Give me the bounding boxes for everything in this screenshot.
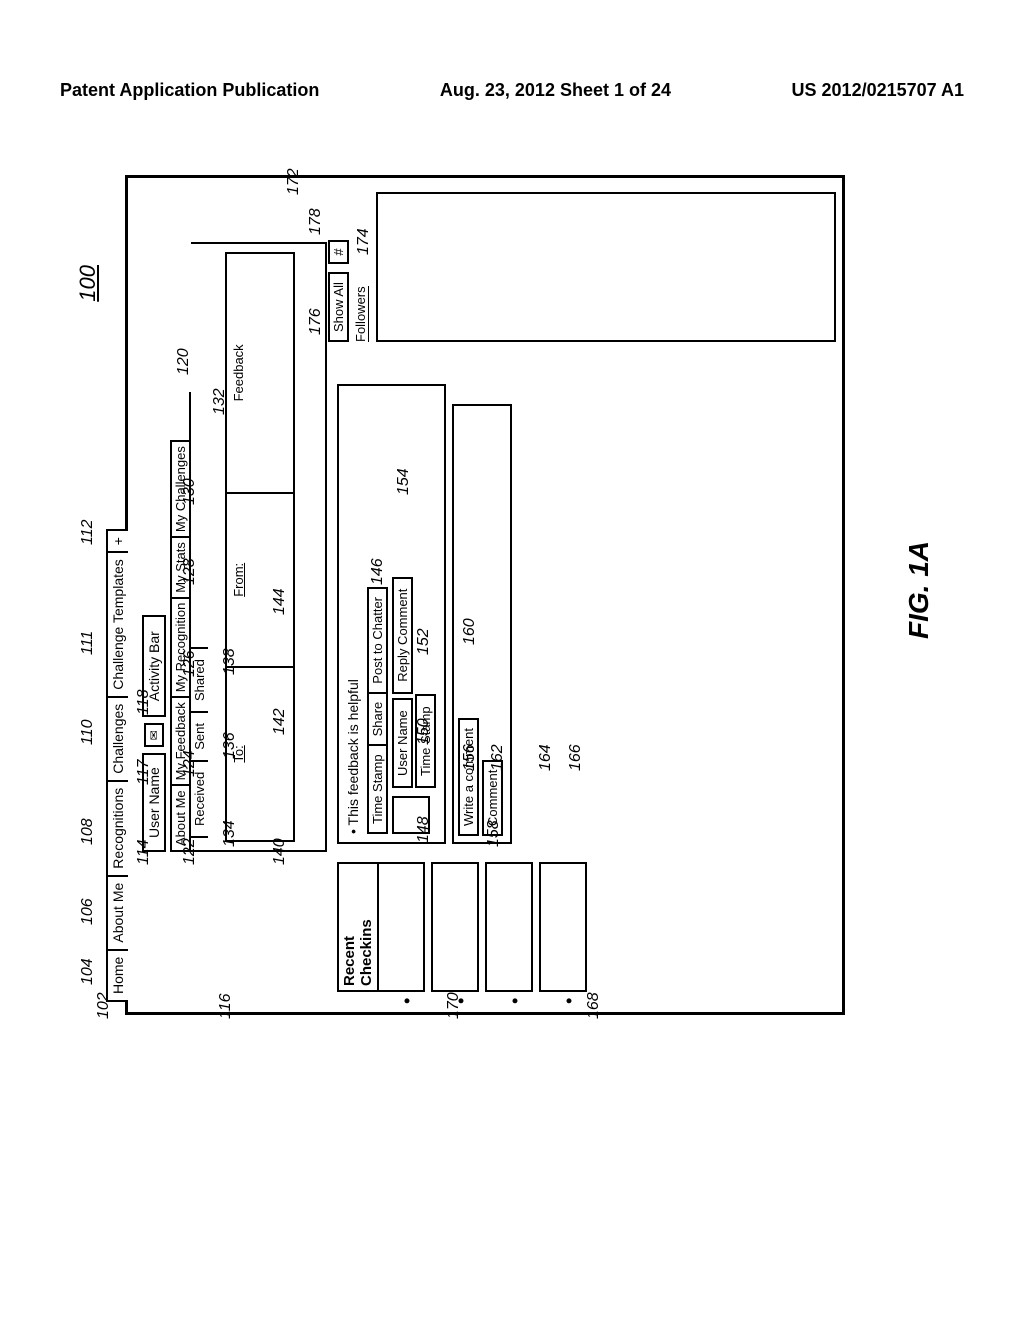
- ref-176: 176: [307, 308, 325, 335]
- share-button[interactable]: Share: [367, 692, 388, 747]
- subtab-my-recognition[interactable]: My Recognition: [170, 597, 189, 699]
- tab-recognitions[interactable]: Recognitions: [106, 780, 128, 877]
- followers-frame: [376, 192, 836, 342]
- ref-134: 134: [221, 820, 239, 847]
- figure-inner: 100 Home About Me Recognitions Challenge…: [85, 165, 885, 1015]
- ref-111: 111: [79, 631, 97, 655]
- ref-138: 138: [221, 648, 239, 675]
- figure-rotated-wrap: 100 Home About Me Recognitions Challenge…: [85, 215, 935, 1015]
- ref-140: 140: [271, 838, 289, 865]
- mail-icon[interactable]: ✉: [144, 723, 164, 747]
- main-content: User Name ✉ Activity Bar About Me My Fee…: [136, 382, 593, 1002]
- feedback-from-cell: From:: [227, 492, 293, 666]
- ref-124: 124: [181, 750, 199, 777]
- tab-plus[interactable]: +: [106, 529, 128, 553]
- checkin-item[interactable]: •: [539, 862, 587, 992]
- ref-122: 122: [181, 838, 199, 865]
- followers-label: Followers: [353, 286, 369, 342]
- ref-126: 126: [181, 650, 199, 677]
- recent-checkins-title: Recent Checkins: [337, 862, 377, 992]
- ref-156: 156: [461, 744, 479, 771]
- ref-146: 146: [369, 558, 387, 585]
- recent-checkins: Recent Checkins • • • •: [337, 862, 593, 992]
- ref-148: 148: [415, 816, 433, 843]
- ref-160: 160: [461, 618, 479, 645]
- header-center: Aug. 23, 2012 Sheet 1 of 24: [440, 80, 671, 101]
- ref-112: 112: [79, 519, 97, 545]
- ref-102: 102: [95, 992, 113, 1019]
- post-to-chatter-button[interactable]: Post to Chatter: [367, 587, 388, 694]
- ref-154: 154: [395, 468, 413, 495]
- ref-142: 142: [271, 708, 289, 735]
- ref-166: 166: [567, 744, 585, 771]
- ref-128: 128: [181, 558, 199, 585]
- subtab-row: About Me My Feedback My Recognition My S…: [170, 392, 191, 852]
- ref-152: 152: [415, 628, 433, 655]
- user-col: User Name Reply Comment Time Stamp: [392, 577, 438, 788]
- checkin-item[interactable]: •: [377, 862, 425, 992]
- ref-164: 164: [537, 744, 555, 771]
- ref-104: 104: [79, 958, 97, 985]
- hash-box: #: [328, 240, 349, 263]
- show-all-button[interactable]: Show All: [328, 272, 349, 342]
- ref-178: 178: [307, 208, 325, 235]
- tab-about-me[interactable]: About Me: [106, 875, 128, 951]
- ref-120: 120: [175, 348, 193, 375]
- feedback-label: Feedback: [231, 258, 246, 488]
- comment-user-row: User Name Reply Comment Time Stamp: [392, 394, 438, 834]
- ui-outer-frame: Home About Me Recognitions Challenges Ch…: [125, 175, 845, 1015]
- ref-114: 114: [135, 839, 153, 865]
- ref-174: 174: [355, 228, 373, 255]
- ref-110: 110: [79, 719, 97, 745]
- ref-150: 150: [415, 718, 433, 745]
- tab-challenges[interactable]: Challenges: [106, 696, 128, 782]
- checkin-item[interactable]: •: [431, 862, 479, 992]
- ref-100: 100: [75, 265, 101, 302]
- rss-tab-row: Received Sent Shared: [189, 649, 208, 838]
- page-header: Patent Application Publication Aug. 23, …: [0, 80, 1024, 101]
- lower-grid: Recent Checkins • • • • • This feedback …: [337, 382, 593, 1002]
- header-left: Patent Application Publication: [60, 80, 319, 101]
- ref-108: 108: [79, 818, 97, 845]
- tab-challenge-templates[interactable]: Challenge Templates: [106, 551, 128, 698]
- action-button-row: Time Stamp Share Post to Chatter: [367, 394, 388, 834]
- main-tab-row: Home About Me Recognitions Challenges Ch…: [106, 531, 128, 1002]
- header-pubnum: US 2012/0215707 A1: [792, 80, 964, 101]
- ref-170: 170: [445, 992, 463, 1019]
- figure-label: FIG. 1A: [903, 541, 935, 639]
- ref-118: 118: [135, 689, 153, 715]
- ref-130: 130: [181, 478, 199, 505]
- ref-132: 132: [211, 388, 229, 415]
- feedback-text-cell: Feedback: [227, 254, 293, 492]
- ref-158: 158: [485, 820, 503, 847]
- time-stamp-box: Time Stamp: [367, 744, 388, 834]
- reply-comment-button[interactable]: Reply Comment: [392, 577, 413, 694]
- ref-172: 172: [285, 168, 303, 195]
- ref-116: 116: [217, 993, 235, 1019]
- right-column: Show All # Followers: [328, 192, 836, 342]
- ref-162: 162: [489, 744, 507, 771]
- checkin-item[interactable]: •: [485, 862, 533, 992]
- ref-168: 168: [585, 992, 603, 1019]
- feedback-detail-box: • This feedback is helpful Time Stamp Sh…: [337, 384, 446, 844]
- ref-144: 144: [271, 588, 289, 615]
- ref-106: 106: [79, 898, 97, 925]
- ref-136: 136: [221, 732, 239, 759]
- write-comment-input[interactable]: Write a comment: [458, 718, 479, 836]
- from-label: From:: [231, 498, 246, 662]
- user-name-box: User Name: [392, 698, 413, 788]
- helpful-text: • This feedback is helpful: [345, 394, 361, 834]
- ref-117: 117: [135, 759, 153, 785]
